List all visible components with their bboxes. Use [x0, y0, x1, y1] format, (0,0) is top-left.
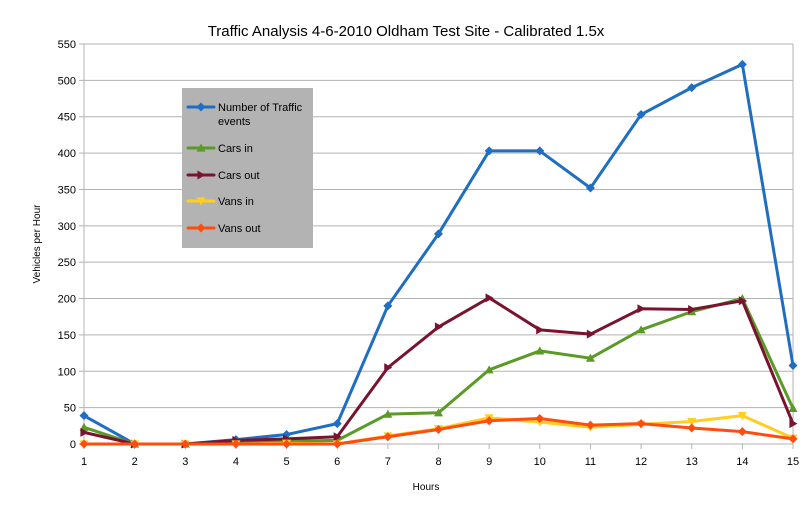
- data-point: [79, 439, 89, 449]
- y-tick-label: 200: [58, 294, 76, 306]
- x-axis-label: Hours: [413, 482, 440, 493]
- data-point: [585, 420, 595, 430]
- data-point: [332, 419, 342, 429]
- data-point: [180, 439, 190, 449]
- x-tick-label: 12: [635, 456, 647, 468]
- x-tick-label: 13: [686, 456, 698, 468]
- data-point: [788, 403, 798, 412]
- data-point: [384, 363, 393, 373]
- data-point: [484, 146, 494, 156]
- x-tick-label: 2: [132, 456, 138, 468]
- data-point: [586, 329, 595, 339]
- data-point: [383, 432, 393, 442]
- data-point: [687, 423, 697, 433]
- x-tick-label: 15: [787, 456, 799, 468]
- data-point: [637, 304, 646, 314]
- data-point: [231, 439, 241, 449]
- data-point: [536, 325, 545, 335]
- data-point: [434, 424, 443, 434]
- data-point: [788, 360, 798, 370]
- data-point: [585, 183, 595, 193]
- data-series: [79, 59, 798, 449]
- x-tick-label: 6: [334, 456, 340, 468]
- y-tick-label: 300: [58, 221, 76, 233]
- x-tick-label: 14: [736, 456, 748, 468]
- legend-marker: [196, 223, 206, 233]
- legend-label: Number of Traffic events: [218, 102, 303, 128]
- x-tick-label: 11: [585, 456, 596, 468]
- x-tick-label: 1: [81, 456, 87, 468]
- x-tick-label: 7: [385, 456, 391, 468]
- legend-label-line: events: [218, 116, 251, 128]
- data-point: [789, 419, 798, 429]
- y-tick-label: 150: [58, 330, 76, 342]
- y-tick-label: 0: [70, 439, 76, 451]
- series-4: [79, 414, 798, 449]
- data-point: [687, 83, 697, 93]
- data-point: [535, 346, 545, 355]
- data-point: [434, 322, 443, 332]
- y-axis-label: Vehicles per Hour: [32, 204, 43, 284]
- data-point: [485, 293, 494, 303]
- data-point: [79, 411, 89, 421]
- data-point: [688, 304, 697, 314]
- x-tick-label: 4: [233, 456, 239, 468]
- legend-label-line: Number of Traffic: [218, 102, 303, 114]
- data-point: [383, 409, 393, 418]
- data-point: [282, 439, 292, 449]
- chart-title: Traffic Analysis 4-6-2010 Oldham Test Si…: [208, 23, 605, 40]
- y-tick-label: 250: [58, 257, 76, 269]
- y-tick-label: 350: [58, 184, 76, 196]
- legend-box: [182, 88, 313, 248]
- legend: Number of Traffic events Cars in Cars out Va…: [182, 88, 313, 248]
- data-point: [434, 229, 443, 239]
- y-tick-label: 550: [58, 39, 76, 51]
- data-point: [585, 353, 595, 362]
- legend-label: Cars out: [218, 170, 260, 182]
- y-tick-label: 50: [64, 403, 76, 415]
- data-point: [535, 146, 545, 156]
- legend-label: Vans out: [218, 223, 261, 235]
- data-point: [535, 414, 545, 424]
- data-point: [737, 427, 747, 437]
- data-point: [737, 59, 747, 69]
- y-tick-label: 450: [58, 112, 76, 124]
- legend-label: Cars in: [218, 143, 253, 155]
- y-tick-label: 100: [58, 366, 76, 378]
- data-point: [80, 427, 89, 437]
- data-point: [434, 408, 443, 417]
- legend-marker: [196, 102, 206, 112]
- x-tick-label: 3: [182, 456, 188, 468]
- data-point: [484, 416, 494, 426]
- x-tick-label: 9: [486, 456, 492, 468]
- x-tick-label: 5: [284, 456, 290, 468]
- data-point: [687, 417, 697, 426]
- data-point: [332, 439, 342, 449]
- legend-marker: [196, 197, 206, 206]
- y-tick-label: 500: [58, 75, 76, 87]
- data-point: [636, 419, 646, 429]
- data-point: [484, 365, 494, 374]
- legend-marker: [197, 170, 206, 180]
- data-point: [636, 325, 646, 334]
- y-tick-label: 400: [58, 148, 76, 160]
- data-point: [737, 412, 747, 421]
- legend-marker: [196, 143, 206, 152]
- data-point: [333, 432, 342, 442]
- x-tick-label: 10: [534, 456, 546, 468]
- data-point: [383, 301, 393, 311]
- x-tick-label: 8: [435, 456, 441, 468]
- data-point: [738, 296, 747, 306]
- data-point: [636, 110, 646, 120]
- data-point: [788, 434, 798, 444]
- legend-label: Vans in: [218, 196, 254, 208]
- data-point: [130, 439, 140, 449]
